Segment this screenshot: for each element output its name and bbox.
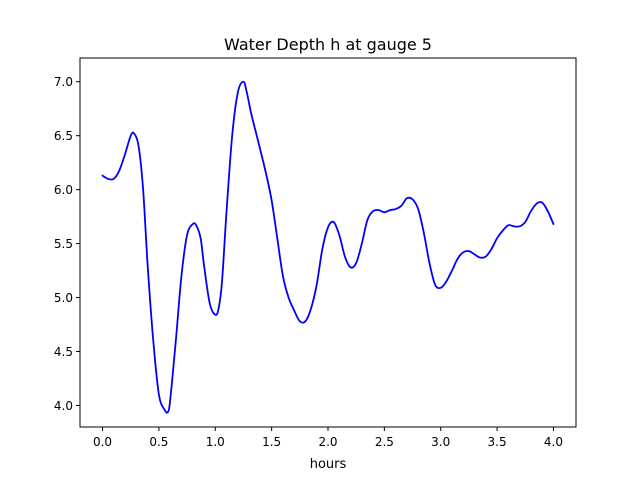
chart-title: Water Depth h at gauge 5 [224,35,432,54]
x-tick-label: 0.5 [149,435,168,449]
x-tick-label: 2.5 [375,435,394,449]
plot-data [101,80,555,414]
x-axis: 0.0 0.5 1.0 1.5 2.0 2.5 3.0 3.5 4.0 [93,427,563,449]
x-tick-label: 3.5 [488,435,507,449]
x-tick-label: 1.0 [206,435,225,449]
y-tick-label: 5.5 [54,237,73,251]
y-tick-label: 4.5 [54,345,73,359]
plot-frame [79,57,577,428]
x-tick-label: 1.5 [262,435,281,449]
x-tick-label: 4.0 [544,435,563,449]
x-tick-label: 2.0 [318,435,337,449]
y-axis: 4.0 4.5 5.0 5.5 6.0 6.5 7.0 [54,75,80,413]
y-tick-label: 4.0 [54,399,73,413]
x-axis-label: hours [310,457,347,472]
y-tick-label: 6.0 [54,183,73,197]
y-tick-label: 5.0 [54,291,73,305]
x-tick-label: 0.0 [93,435,112,449]
series-line [101,80,555,414]
y-tick-label: 6.5 [54,129,73,143]
y-tick-label: 7.0 [54,75,73,89]
x-tick-label: 3.0 [431,435,450,449]
